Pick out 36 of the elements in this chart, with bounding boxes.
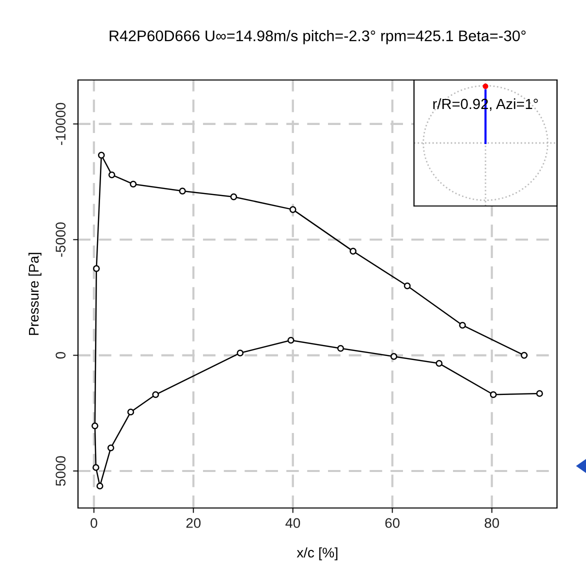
point [107, 444, 114, 452]
point [127, 408, 134, 416]
x-tick-label: 0 [90, 518, 98, 528]
point [92, 422, 98, 430]
x-axis-title: x/c [%] [296, 547, 338, 560]
point [520, 352, 528, 359]
x-tick-label: 80 [484, 518, 500, 528]
point [289, 206, 296, 213]
y-tick-label: -5000 [56, 222, 66, 257]
point [390, 353, 398, 360]
point [152, 391, 159, 398]
point [287, 336, 294, 344]
point [230, 193, 238, 200]
point [98, 152, 105, 159]
point [536, 390, 543, 397]
y-tick-label: 0 [56, 352, 66, 359]
point [490, 391, 497, 398]
point [130, 180, 137, 188]
point [404, 282, 411, 290]
point [108, 171, 116, 178]
y-tick-label: 5000 [56, 456, 66, 486]
point [459, 322, 466, 329]
point [96, 482, 104, 490]
point [337, 344, 344, 352]
chart-title: R42P60D666 U∞=14.98m/s pitch=-2.3° rpm=425.1 Beta=-30° [110, 30, 526, 44]
point [179, 188, 186, 194]
x-tick-label: 40 [285, 518, 300, 528]
y-axis-title: Pressure [Pa] [28, 252, 42, 335]
point [236, 350, 244, 356]
x-tick-label: 20 [186, 518, 201, 528]
point [350, 248, 356, 255]
point [93, 265, 100, 272]
y-tick-label: -10000 [56, 102, 66, 145]
point [92, 464, 100, 471]
point [436, 360, 443, 367]
x-tick-label: 60 [385, 518, 400, 528]
